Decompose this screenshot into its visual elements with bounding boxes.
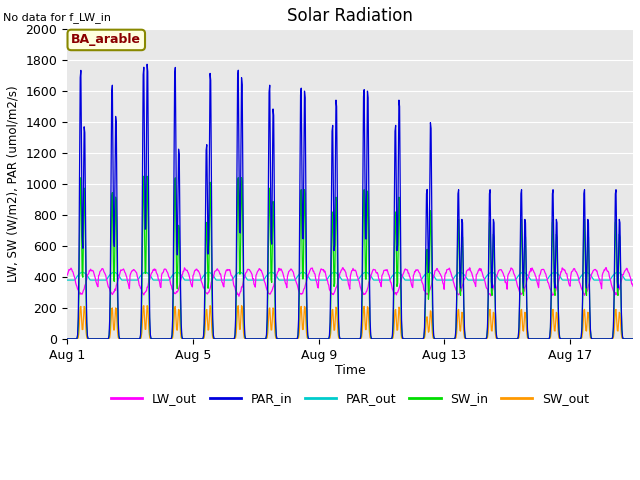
PAR_out xyxy=(78,269,86,275)
PAR_in xyxy=(84,333,92,338)
SW_in xyxy=(140,173,148,179)
LW_out xyxy=(602,264,610,270)
PAR_in xyxy=(143,61,151,67)
SW_out xyxy=(63,336,71,342)
SW_in xyxy=(63,336,71,342)
PAR_out xyxy=(197,277,205,283)
LW_out xyxy=(629,283,637,289)
PAR_out xyxy=(270,270,278,276)
PAR_in xyxy=(385,336,392,342)
SW_out xyxy=(629,336,637,342)
SW_in xyxy=(385,336,392,342)
Text: BA_arable: BA_arable xyxy=(71,34,141,47)
X-axis label: Time: Time xyxy=(335,364,365,377)
SW_in xyxy=(197,336,205,342)
SW_in xyxy=(629,336,637,342)
PAR_out xyxy=(63,277,71,283)
Legend: LW_out, PAR_in, PAR_out, SW_in, SW_out: LW_out, PAR_in, PAR_out, SW_in, SW_out xyxy=(106,387,595,410)
Text: No data for f_LW_in: No data for f_LW_in xyxy=(3,12,111,23)
SW_out xyxy=(385,336,392,342)
PAR_out xyxy=(521,270,529,276)
Line: LW_out: LW_out xyxy=(67,267,633,296)
Line: PAR_in: PAR_in xyxy=(67,64,633,339)
SW_in xyxy=(270,203,278,208)
PAR_in xyxy=(63,336,71,342)
SW_out xyxy=(197,336,205,342)
Line: PAR_out: PAR_out xyxy=(67,272,633,280)
PAR_out xyxy=(300,270,308,276)
SW_out xyxy=(84,336,92,342)
LW_out xyxy=(300,286,308,292)
Line: SW_in: SW_in xyxy=(67,176,633,339)
LW_out xyxy=(63,273,71,278)
PAR_in xyxy=(521,216,529,222)
LW_out xyxy=(196,273,204,278)
PAR_out xyxy=(84,274,92,280)
Y-axis label: LW, SW (W/m2), PAR (umol/m2/s): LW, SW (W/m2), PAR (umol/m2/s) xyxy=(7,86,20,282)
PAR_in xyxy=(629,336,637,342)
PAR_in xyxy=(300,163,308,168)
SW_in xyxy=(521,231,529,237)
SW_out xyxy=(140,303,148,309)
Title: Solar Radiation: Solar Radiation xyxy=(287,7,413,25)
SW_in xyxy=(84,334,92,339)
LW_out xyxy=(84,272,92,278)
PAR_out xyxy=(385,277,392,283)
SW_out xyxy=(300,315,308,321)
LW_out xyxy=(521,285,529,290)
Line: SW_out: SW_out xyxy=(67,306,633,339)
SW_out xyxy=(521,310,529,315)
SW_out xyxy=(270,306,278,312)
LW_out xyxy=(235,293,243,299)
LW_out xyxy=(270,283,278,289)
SW_in xyxy=(300,231,308,237)
PAR_in xyxy=(197,336,205,342)
PAR_out xyxy=(629,277,637,283)
LW_out xyxy=(385,271,392,277)
PAR_in xyxy=(270,112,278,118)
